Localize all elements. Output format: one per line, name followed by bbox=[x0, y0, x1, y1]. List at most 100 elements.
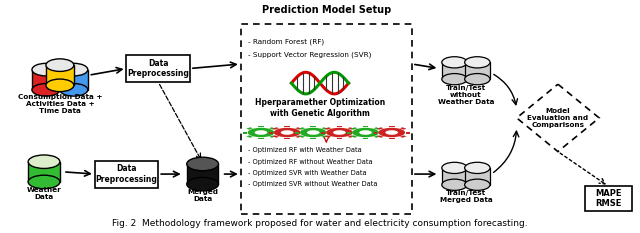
Text: - Optimized SVR with Weather Data: - Optimized SVR with Weather Data bbox=[248, 170, 367, 176]
Bar bbox=[328, 131, 332, 134]
Text: - Optimized RF with Weather Data: - Optimized RF with Weather Data bbox=[248, 147, 362, 154]
Bar bbox=[284, 137, 290, 139]
Bar bbox=[363, 126, 369, 127]
Circle shape bbox=[378, 128, 405, 137]
Circle shape bbox=[333, 130, 346, 135]
Text: Prediction Model Setup: Prediction Model Setup bbox=[262, 5, 391, 15]
Ellipse shape bbox=[442, 179, 467, 190]
Text: - Optimized RF without Weather Data: - Optimized RF without Weather Data bbox=[248, 159, 373, 165]
Bar bbox=[442, 62, 467, 79]
FancyBboxPatch shape bbox=[585, 186, 632, 211]
Ellipse shape bbox=[465, 179, 490, 190]
Bar bbox=[348, 135, 354, 138]
Bar bbox=[354, 131, 358, 134]
Bar bbox=[400, 127, 406, 130]
Bar bbox=[295, 127, 302, 130]
Bar bbox=[337, 126, 342, 127]
Bar bbox=[295, 135, 302, 138]
Bar bbox=[324, 135, 332, 138]
Bar bbox=[284, 126, 290, 127]
Ellipse shape bbox=[60, 84, 88, 96]
Ellipse shape bbox=[465, 57, 490, 68]
Bar bbox=[298, 127, 305, 130]
Bar bbox=[258, 137, 264, 139]
Bar bbox=[269, 131, 273, 134]
Circle shape bbox=[248, 128, 275, 137]
Bar bbox=[374, 131, 378, 134]
Circle shape bbox=[255, 130, 268, 135]
Bar bbox=[389, 126, 394, 127]
Ellipse shape bbox=[442, 74, 467, 85]
Bar bbox=[337, 137, 342, 139]
Ellipse shape bbox=[465, 162, 490, 174]
Circle shape bbox=[352, 128, 379, 137]
Text: MAPE
RMSE: MAPE RMSE bbox=[595, 189, 622, 209]
FancyBboxPatch shape bbox=[127, 55, 190, 82]
Bar bbox=[298, 135, 305, 138]
Circle shape bbox=[385, 130, 398, 135]
Circle shape bbox=[359, 130, 372, 135]
Bar bbox=[465, 62, 490, 79]
Bar bbox=[374, 127, 380, 130]
Bar bbox=[310, 126, 316, 127]
Ellipse shape bbox=[46, 79, 74, 92]
Text: Weather
Data: Weather Data bbox=[27, 187, 61, 200]
Circle shape bbox=[274, 128, 300, 137]
Bar bbox=[348, 127, 354, 130]
Ellipse shape bbox=[28, 175, 60, 189]
Circle shape bbox=[307, 130, 319, 135]
Text: Consumption Data +
Activities Data +
Time Data: Consumption Data + Activities Data + Tim… bbox=[18, 94, 102, 114]
Polygon shape bbox=[516, 84, 599, 152]
Bar bbox=[400, 135, 406, 138]
Text: - Optimized SVR without Weather Data: - Optimized SVR without Weather Data bbox=[248, 181, 378, 187]
Bar bbox=[273, 127, 279, 130]
Ellipse shape bbox=[465, 74, 490, 85]
Bar bbox=[348, 131, 351, 134]
Ellipse shape bbox=[442, 162, 467, 174]
Bar bbox=[301, 131, 305, 134]
Ellipse shape bbox=[32, 63, 60, 76]
Bar bbox=[324, 127, 332, 130]
Circle shape bbox=[281, 130, 294, 135]
Bar bbox=[310, 137, 316, 139]
Bar bbox=[406, 131, 410, 134]
Text: Train/Test
without
Weather Data: Train/Test without Weather Data bbox=[438, 85, 494, 105]
Bar bbox=[465, 168, 490, 185]
Bar bbox=[269, 135, 276, 138]
Bar bbox=[243, 131, 247, 134]
Text: Train/Test
Merged Data: Train/Test Merged Data bbox=[440, 190, 492, 203]
Ellipse shape bbox=[46, 59, 74, 72]
Bar bbox=[60, 70, 88, 90]
Bar bbox=[187, 164, 218, 184]
Text: - Random Forest (RF): - Random Forest (RF) bbox=[248, 38, 324, 45]
Bar bbox=[46, 65, 74, 85]
Bar bbox=[374, 135, 380, 138]
Bar bbox=[377, 127, 383, 130]
Ellipse shape bbox=[187, 157, 218, 171]
Ellipse shape bbox=[442, 57, 467, 68]
Bar bbox=[363, 137, 369, 139]
Text: Merged
Data: Merged Data bbox=[187, 189, 218, 202]
Bar bbox=[321, 131, 325, 134]
Text: Model
Evaluation and
Comparisons: Model Evaluation and Comparisons bbox=[527, 108, 588, 128]
Text: Hperparamether Optimization
with Genetic Algorithm: Hperparamether Optimization with Genetic… bbox=[255, 98, 385, 118]
Bar bbox=[269, 127, 276, 130]
Bar bbox=[32, 70, 60, 90]
Bar bbox=[275, 131, 279, 134]
Ellipse shape bbox=[32, 84, 60, 96]
Ellipse shape bbox=[187, 178, 218, 191]
Bar bbox=[321, 135, 328, 138]
FancyBboxPatch shape bbox=[95, 161, 158, 188]
Bar bbox=[377, 135, 383, 138]
Text: Fig. 2  Methodology framework proposed for water and electricity consumption for: Fig. 2 Methodology framework proposed fo… bbox=[112, 219, 528, 228]
Circle shape bbox=[300, 128, 326, 137]
Ellipse shape bbox=[60, 63, 88, 76]
Text: Data
Preprocessing: Data Preprocessing bbox=[127, 59, 189, 78]
Bar bbox=[380, 131, 383, 134]
Bar bbox=[295, 131, 299, 134]
Bar bbox=[273, 135, 279, 138]
Bar bbox=[28, 162, 60, 182]
Bar bbox=[246, 127, 253, 130]
Bar bbox=[246, 135, 253, 138]
Bar bbox=[321, 127, 328, 130]
